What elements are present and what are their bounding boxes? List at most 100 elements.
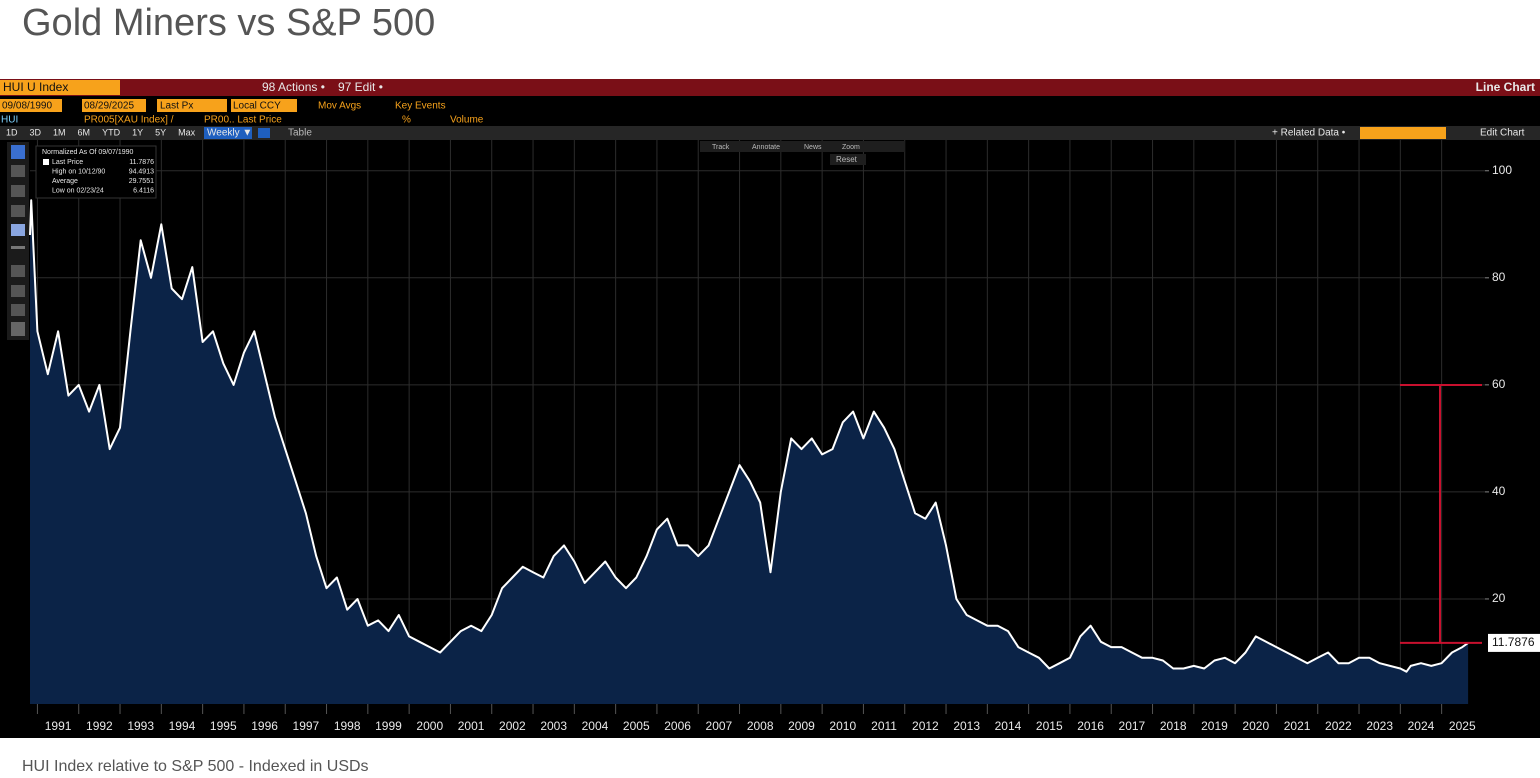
x-tick-label: 2014 [995,719,1022,733]
legend-box [35,145,157,199]
period-button[interactable]: 6M [78,127,91,137]
related-data[interactable]: + Related Data • [1272,128,1346,139]
legend: Normalized As Of 09/07/1990 [35,145,157,199]
x-tick-label: 2021 [1284,719,1311,733]
period-button[interactable]: 1M [53,127,66,137]
x-tick-label: 2022 [1325,719,1352,733]
drawing-toolbar [7,142,29,340]
edit-chart[interactable]: Edit Chart [1480,128,1525,139]
reset-button[interactable]: Reset [836,155,858,164]
x-tick-label: 2002 [499,719,526,733]
actions-menu[interactable]: 98 Actions • [262,80,325,94]
legend-label: Low on 02/23/24 [52,187,104,194]
tool[interactable] [11,165,25,177]
y-tick-label: 60 [1492,377,1506,391]
chart-tool[interactable]: Zoom [842,144,860,151]
currency[interactable]: Local CCY [233,101,281,112]
header-bar [0,79,1540,96]
x-tick-label: 1998 [334,719,361,733]
ticker-field[interactable] [0,80,120,95]
period-button[interactable]: 3D [30,127,42,137]
tool[interactable] [11,224,25,236]
x-tick-label: 2018 [1160,719,1187,733]
period-button[interactable]: Max [178,127,196,137]
x-tick-label: 2025 [1449,719,1476,733]
tool[interactable] [11,246,25,249]
x-tick-label: 2000 [416,719,443,733]
end-date-field[interactable] [82,99,146,112]
legend-value: 94.4913 [129,168,154,175]
frequency-select[interactable] [204,127,252,139]
period-button[interactable]: 5Y [155,127,166,137]
x-tick-label: 2015 [1036,719,1063,733]
x-tick-label: 2005 [623,719,650,733]
x-tick-label: 1991 [45,719,72,733]
search-field[interactable] [1360,127,1446,139]
tool[interactable] [11,205,25,217]
y-tick-label: 20 [1492,591,1506,605]
tool[interactable] [11,185,25,197]
x-tick-label: 2012 [912,719,939,733]
legend-label: Last Price [52,159,83,166]
y-tick-label: 80 [1492,270,1506,284]
period-button[interactable]: YTD [102,127,121,137]
x-tick-label: 2010 [829,719,856,733]
field-select[interactable] [157,99,227,112]
x-tick-label: 1994 [169,719,196,733]
chart-tool[interactable]: News [804,144,822,151]
period-button[interactable]: 1Y [132,127,143,137]
legend-swatch [43,159,49,165]
chart-icon[interactable] [258,128,270,138]
legend-value: 29.7551 [129,178,154,185]
legend-value: 11.7876 [129,159,154,166]
edit-menu[interactable]: 97 Edit • [338,80,383,94]
line [29,199,1469,673]
field[interactable]: Last Px [160,101,193,112]
x-tick-label: 2013 [953,719,980,733]
tool[interactable] [11,285,25,297]
tool[interactable] [11,322,25,336]
x-tick-label: 1996 [251,719,278,733]
x-tick-label: 1997 [293,719,320,733]
legend-note: Normalized As Of 09/07/1990 [42,149,134,156]
x-tick-label: 1995 [210,719,237,733]
ticker[interactable]: HUI U Index [3,80,68,94]
end-date[interactable]: 08/29/2025 [84,101,134,112]
floating-toolbar: Reset [700,141,905,165]
chart-tool[interactable]: Track [712,144,730,151]
x-tick-label: 2011 [871,719,897,733]
security: HUI [1,115,18,126]
chart-kind: Line Chart [1476,80,1535,94]
x-tick-label: 2023 [1366,719,1393,733]
tool[interactable] [11,145,25,159]
tool[interactable] [11,265,25,277]
x-tick-label: 2020 [1242,719,1269,733]
key-events[interactable]: Key Events [395,101,446,112]
start-date[interactable]: 09/08/1990 [2,101,52,112]
chart-tool[interactable]: Annotate [752,144,780,151]
x-tick-label: 2017 [1119,719,1146,733]
toolbar-bg [700,141,905,152]
mov-avgs[interactable]: Mov Avgs [318,101,361,112]
period-button[interactable]: 1D [6,127,18,137]
tool[interactable] [11,304,25,316]
y-tick-label: 100 [1492,163,1512,177]
frequency[interactable]: Weekly ▼ [207,128,252,139]
page-title: Gold Miners vs S&P 500 [22,2,435,44]
x-tick-label: 2007 [706,719,733,733]
caption: HUI Index relative to S&P 500 - Indexed … [22,758,369,775]
x-tick-label: 2024 [1408,719,1435,733]
x-tick-label: 2003 [540,719,567,733]
period-bar [0,126,1540,140]
x-tick-label: 2006 [664,719,691,733]
table-button[interactable]: Table [288,128,312,139]
period-buttons: 1D 3D 1M 6M YTD 1Y 5Y Max [6,127,196,137]
start-date-field[interactable] [0,99,62,112]
x-tick-label: 2009 [788,719,815,733]
currency-select[interactable] [231,99,297,112]
x-tick-label: 1993 [127,719,154,733]
x-tick-label: 2019 [1201,719,1228,733]
area-fill [30,200,1469,704]
formula-field: PR00.. Last Price [204,115,282,126]
